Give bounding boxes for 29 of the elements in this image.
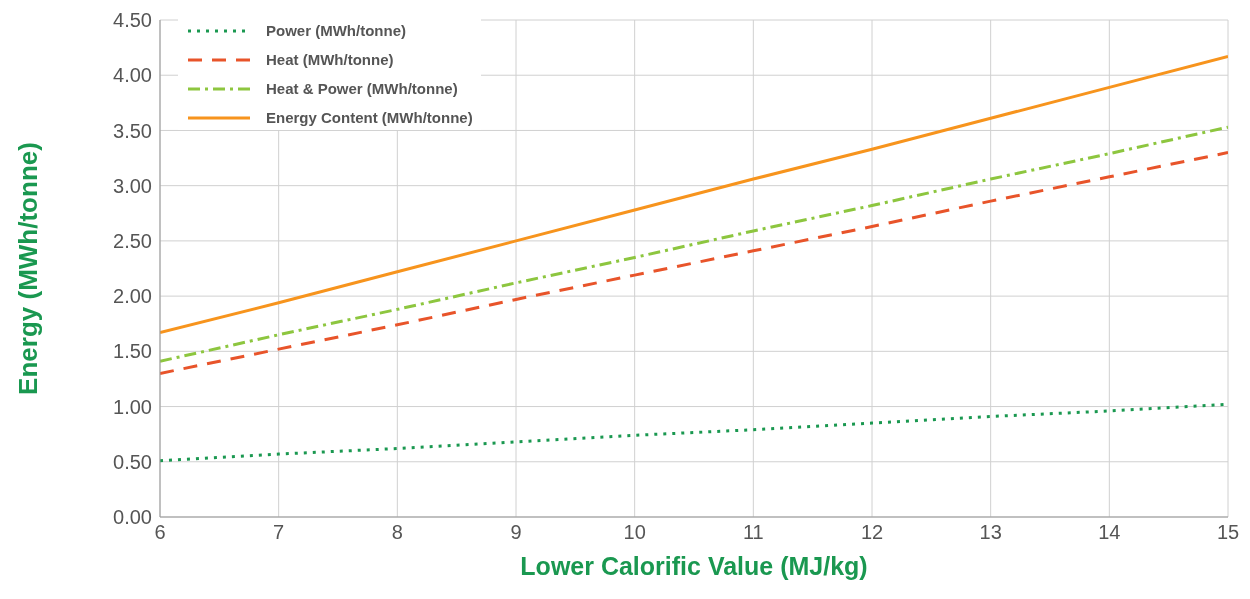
y-tick-label: 1.00 — [113, 395, 152, 418]
y-tick-label: 2.50 — [113, 229, 152, 252]
y-tick-label: 2.00 — [113, 285, 152, 308]
x-tick-label: 9 — [510, 521, 522, 544]
y-tick-label: 0.00 — [113, 506, 152, 529]
y-tick-label: 0.50 — [113, 450, 152, 473]
legend-label: Energy Content (MWh/tonne) — [266, 109, 473, 126]
line-series — [160, 151, 1228, 375]
x-tick-label: 15 — [1216, 521, 1240, 544]
x-tick-label: 8 — [391, 521, 403, 544]
legend-label: Heat (MWh/tonne) — [266, 51, 394, 68]
x-tick-label: 12 — [860, 521, 884, 544]
x-tick-label: 13 — [979, 521, 1002, 544]
y-tick-label: 1.50 — [113, 340, 152, 363]
x-axis-title: Lower Calorific Value (MJ/kg) — [520, 552, 868, 580]
x-tick-label: 11 — [742, 521, 764, 544]
y-tick-label: 4.50 — [113, 9, 152, 32]
line-series — [160, 125, 1228, 363]
y-axis-title: Energy (MWh/tonne) — [13, 142, 44, 395]
y-tick-label: 3.50 — [113, 119, 152, 142]
y-tick-label: 4.00 — [113, 64, 152, 87]
legend-label: Power (MWh/tonne) — [266, 22, 406, 39]
x-tick-label: 6 — [154, 521, 166, 544]
y-tick-label: 3.00 — [113, 174, 152, 197]
line-series — [160, 54, 1228, 335]
x-tick-label: 14 — [1098, 521, 1121, 544]
legend-label: Heat & Power (MWh/tonne) — [266, 80, 458, 97]
x-tick-label: 7 — [273, 521, 285, 544]
x-tick-label: 10 — [623, 521, 646, 544]
